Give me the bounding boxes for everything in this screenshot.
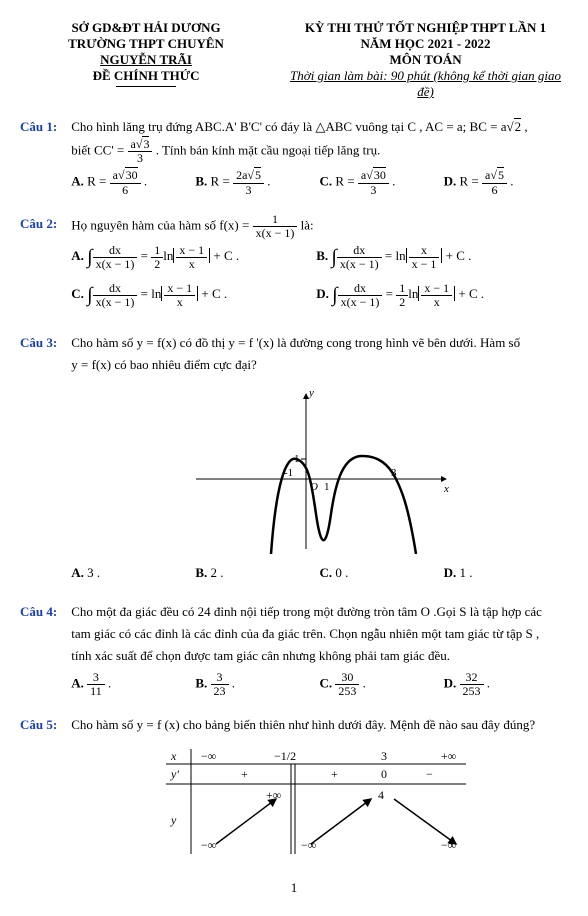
svg-text:x: x (170, 749, 177, 763)
question-4: Câu 4: Cho một đa giác đều có 24 đỉnh nộ… (20, 601, 568, 699)
svg-text:y: y (170, 813, 177, 827)
q1-body: Cho hình lăng trụ đứng ABC.A' B'C' có đá… (71, 116, 561, 197)
q2-choice-d: D. ∫dxx(x − 1) = 12lnx − 1x + C . (316, 278, 561, 312)
svg-text:y: y (308, 387, 314, 399)
q5-variation-table: x −∞ −1/2 3 +∞ y' + + 0 − y −∞ +∞ 4 −∞ −… (71, 744, 561, 854)
q3-choices: A. 3 . B. 2 . C. 0 . D. 1 . (71, 562, 561, 584)
svg-text:+: + (331, 767, 338, 781)
svg-text:−: − (426, 767, 433, 781)
page-number: 1 (20, 880, 568, 896)
variation-table-svg: x −∞ −1/2 3 +∞ y' + + 0 − y −∞ +∞ 4 −∞ −… (156, 744, 476, 854)
exam-title: KỲ THI THỬ TỐT NGHIỆP THPT LẦN 1 (283, 20, 568, 36)
q2-choice-a: A. ∫dxx(x − 1) = 12lnx − 1x + C . (71, 240, 316, 274)
q1-label: Câu 1: (20, 116, 68, 138)
q1-choices: A. R = a√306 . B. R = 2a√53 . C. R = a√3… (71, 169, 561, 196)
svg-text:−1/2: −1/2 (274, 749, 296, 763)
q5-body: Cho hàm số y = f (x) cho bảng biến thiên… (71, 714, 561, 862)
q3-label: Câu 3: (20, 332, 68, 354)
question-5: Câu 5: Cho hàm số y = f (x) cho bảng biế… (20, 714, 568, 862)
svg-text:1: 1 (324, 481, 330, 493)
q2-choice-c: C. ∫dxx(x − 1) = lnx − 1x + C . (71, 278, 316, 312)
question-3: Câu 3: Cho hàm số y = f(x) có đồ thị y =… (20, 332, 568, 584)
q1-text2: biết CC' = (71, 143, 127, 158)
year: NĂM HỌC 2021 - 2022 (283, 36, 568, 52)
official: ĐỀ CHÍNH THỨC (20, 68, 272, 84)
q1-text3: . Tính bán kính mặt cầu ngoại tiếp lăng … (156, 143, 381, 158)
svg-text:+∞: +∞ (441, 749, 456, 763)
q4-label: Câu 4: (20, 601, 68, 623)
subject: MÔN TOÁN (283, 52, 568, 68)
svg-text:+: + (241, 767, 248, 781)
school: TRƯỜNG THPT CHUYÊN (20, 36, 272, 52)
exam-time: Thời gian làm bài: 90 phút (không kể thờ… (283, 68, 568, 100)
fprime-curve-chart: y x -1 O 1 3 1 (176, 384, 456, 554)
q4-choices: A. 311 . B. 323 . C. 30253 . D. 32253 . (71, 671, 561, 698)
q5-label: Câu 5: (20, 714, 68, 736)
svg-text:3: 3 (381, 749, 387, 763)
q2-body: Họ nguyên hàm của hàm số f(x) = 1x(x − 1… (71, 213, 561, 316)
svg-text:−∞: −∞ (201, 749, 216, 763)
svg-text:x: x (443, 483, 449, 495)
q3-chart: y x -1 O 1 3 1 (71, 384, 561, 554)
q1-sqrt2: 2 (514, 118, 522, 134)
question-2: Câu 2: Họ nguyên hàm của hàm số f(x) = 1… (20, 213, 568, 316)
svg-text:−∞: −∞ (201, 838, 216, 852)
svg-text:−∞: −∞ (301, 838, 316, 852)
question-1: Câu 1: Cho hình lăng trụ đứng ABC.A' B'C… (20, 116, 568, 197)
school-name: NGUYỄN TRÃI (20, 52, 272, 68)
svg-text:−∞: −∞ (441, 838, 456, 852)
dept: SỞ GD&ĐT HẢI DƯƠNG (20, 20, 272, 36)
q2-choices: A. ∫dxx(x − 1) = 12lnx − 1x + C . B. ∫dx… (71, 240, 561, 316)
page-header: SỞ GD&ĐT HẢI DƯƠNG TRƯỜNG THPT CHUYÊN NG… (20, 20, 568, 100)
q2-choice-b: B. ∫dxx(x − 1) = lnxx − 1 + C . (316, 240, 561, 274)
svg-text:0: 0 (381, 767, 387, 781)
svg-text:y': y' (170, 767, 179, 781)
header-right: KỲ THI THỬ TỐT NGHIỆP THPT LẦN 1 NĂM HỌC… (283, 20, 568, 100)
q4-body: Cho một đa giác đều có 24 đỉnh nội tiếp … (71, 601, 561, 699)
q1-cc-frac: a√33 (128, 138, 153, 165)
q3-body: Cho hàm số y = f(x) có đồ thị y = f '(x)… (71, 332, 561, 584)
q2-label: Câu 2: (20, 213, 68, 235)
header-left: SỞ GD&ĐT HẢI DƯƠNG TRƯỜNG THPT CHUYÊN NG… (20, 20, 272, 100)
q1-text1: Cho hình lăng trụ đứng ABC.A' B'C' có đá… (71, 119, 506, 134)
svg-text:4: 4 (378, 788, 384, 802)
hr-left (116, 86, 176, 87)
